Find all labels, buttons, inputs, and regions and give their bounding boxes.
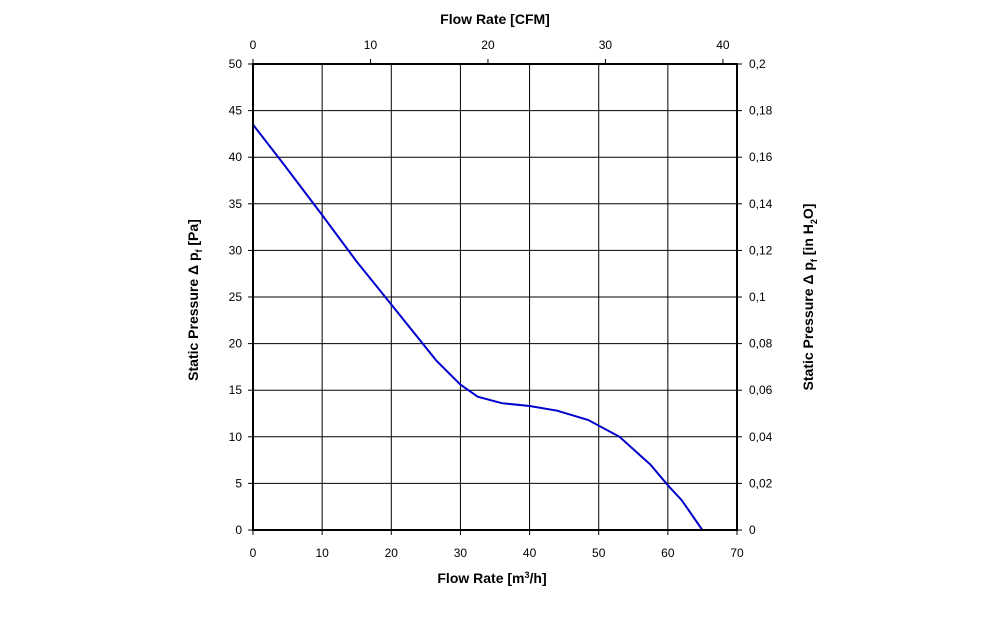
y-tick-label: 5 bbox=[235, 476, 242, 490]
x-axis-bottom-title: Flow Rate [m3/h] bbox=[437, 570, 546, 586]
grid bbox=[248, 59, 742, 535]
y2-tick-label: 0,16 bbox=[749, 150, 773, 164]
x2-tick-label: 20 bbox=[481, 38, 495, 52]
y2-tick-label: 0,04 bbox=[749, 430, 773, 444]
y2-tick-label: 0,02 bbox=[749, 476, 773, 490]
x-tick-label: 60 bbox=[661, 546, 675, 560]
pressure-curve bbox=[252, 123, 704, 531]
x-tick-label: 0 bbox=[250, 546, 257, 560]
y-tick-label: 45 bbox=[229, 104, 243, 118]
y-tick-label: 40 bbox=[229, 150, 243, 164]
y2-tick-label: 0 bbox=[749, 523, 756, 537]
y2-tick-label: 0,18 bbox=[749, 104, 773, 118]
plot-frame bbox=[252, 63, 738, 531]
y-tick-label: 35 bbox=[229, 197, 243, 211]
y2-tick-label: 0,2 bbox=[749, 57, 766, 71]
y2-tick-label: 0,14 bbox=[749, 197, 773, 211]
x-tick-label: 40 bbox=[523, 546, 537, 560]
y2-tick-label: 0,1 bbox=[749, 290, 766, 304]
x-tick-label: 50 bbox=[592, 546, 606, 560]
y-tick-label: 20 bbox=[229, 337, 243, 351]
x-axis-top-title: Flow Rate [CFM] bbox=[440, 11, 550, 27]
y-tick-label: 50 bbox=[229, 57, 243, 71]
x-tick-label: 10 bbox=[315, 546, 329, 560]
y-tick-label: 0 bbox=[235, 523, 242, 537]
x-tick-label: 70 bbox=[730, 546, 744, 560]
y-axis-right-title: Static Pressure Δ pf [in H2O] bbox=[800, 204, 819, 391]
y-tick-label: 25 bbox=[229, 290, 243, 304]
series-layer bbox=[252, 123, 704, 531]
x-tick-label: 30 bbox=[454, 546, 468, 560]
y2-tick-label: 0,08 bbox=[749, 337, 773, 351]
y-tick-label: 15 bbox=[229, 383, 243, 397]
x2-tick-label: 30 bbox=[599, 38, 613, 52]
y2-tick-label: 0,06 bbox=[749, 383, 773, 397]
x2-tick-label: 40 bbox=[716, 38, 730, 52]
y2-tick-label: 0,12 bbox=[749, 243, 773, 257]
y-axis-left-title: Static Pressure Δ pf [Pa] bbox=[185, 219, 204, 381]
x2-tick-label: 0 bbox=[250, 38, 257, 52]
x2-tick-label: 10 bbox=[364, 38, 378, 52]
x-tick-label: 20 bbox=[385, 546, 399, 560]
y-tick-label: 30 bbox=[229, 243, 243, 257]
y-tick-label: 10 bbox=[229, 430, 243, 444]
